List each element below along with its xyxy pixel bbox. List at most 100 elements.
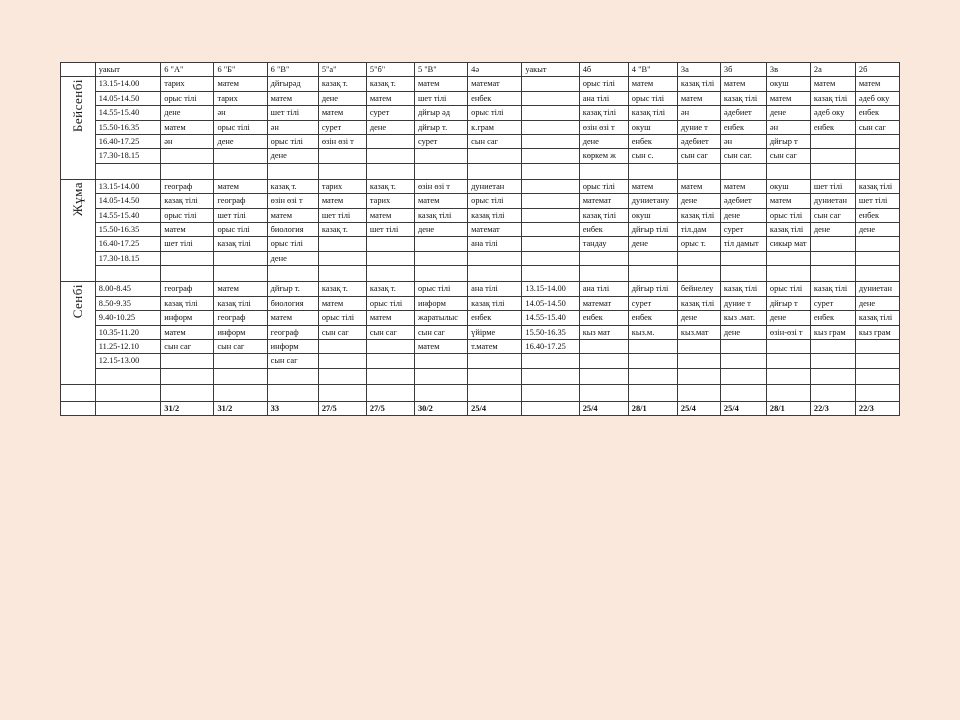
cell-left-6 xyxy=(467,148,523,164)
time-left: 17.30-18.15 xyxy=(94,250,162,267)
cell-left-5: дйғыр әд xyxy=(413,105,469,121)
gap-left-0 xyxy=(160,383,215,402)
cell-right-1: матем xyxy=(627,178,678,195)
cell-left-1: информ xyxy=(213,324,268,340)
cell-right-2: дене xyxy=(676,193,721,209)
cell-left-2: орыс тілі xyxy=(266,134,319,150)
cell-right-5: енбек xyxy=(809,119,856,136)
time-mid xyxy=(521,134,580,150)
time-left: 16.40-17.25 xyxy=(94,236,162,252)
table-totals-row: 31/2 31/2 33 27/5 27/5 30/2 25/4 25/4 28/1 25/4 25… xyxy=(60,400,901,417)
spacer-time-left xyxy=(94,265,162,283)
cell-right-4: дене xyxy=(765,105,811,121)
spacer-right-6 xyxy=(854,367,901,385)
cell-left-1: географ xyxy=(213,310,268,326)
cell-left-3: казақ т. xyxy=(317,281,367,297)
totals-right-6: 22/3 xyxy=(854,400,901,417)
header-class-right-4: 3в xyxy=(765,61,811,78)
totals-day xyxy=(60,400,96,417)
cell-right-5: әдеб оку xyxy=(809,105,856,121)
cell-right-3: сурет xyxy=(719,222,767,238)
spacer-right-4 xyxy=(765,367,811,385)
cell-left-1: дене xyxy=(213,134,268,150)
cell-right-5: казақ тілі xyxy=(809,281,856,297)
cell-left-0: тарих xyxy=(160,76,215,92)
cell-right-0: тандау xyxy=(578,236,629,252)
cell-left-6: математ xyxy=(467,222,523,238)
cell-right-0: енбек xyxy=(578,222,629,238)
cell-right-1: сурет xyxy=(627,295,678,312)
header-class-left-6: 4ә xyxy=(467,61,523,78)
header-class-left-4: 5"б" xyxy=(365,61,415,78)
cell-left-2: биология xyxy=(266,295,319,312)
cell-right-4 xyxy=(765,338,811,355)
gap-right-4 xyxy=(765,383,811,402)
schedule-sheet: уакыт 6 "А" 6 "Б" 6 "В" 5"а" 5"б" 5 "В" 4ә уакыт… xyxy=(60,61,901,417)
cell-right-6: шет тілі xyxy=(854,193,901,209)
gap-left-4 xyxy=(365,383,415,402)
gap-right-1 xyxy=(627,383,678,402)
header-class-right-3: 3б xyxy=(719,61,767,78)
cell-right-4: өзін-өзі т xyxy=(765,324,811,340)
cell-left-1: матем xyxy=(213,178,268,195)
cell-left-5: жаратылыс xyxy=(413,310,469,326)
cell-left-0: казақ тілі xyxy=(160,295,215,312)
totals-left-0: 31/2 xyxy=(160,400,215,417)
cell-left-2: казақ т. xyxy=(266,178,319,195)
spacer-left-5 xyxy=(413,367,469,385)
spacer-right-6 xyxy=(854,162,901,180)
cell-left-5 xyxy=(413,353,469,369)
cell-right-0: енбек xyxy=(578,310,629,326)
cell-left-0: казақ тілі xyxy=(160,193,215,209)
cell-left-4 xyxy=(365,353,415,369)
cell-left-4: сурет xyxy=(365,105,415,121)
header-time-left: уакыт xyxy=(94,61,162,78)
cell-left-4: сын саг xyxy=(365,324,415,340)
gap-right-6 xyxy=(854,383,901,402)
cell-right-2 xyxy=(676,353,721,369)
header-class-right-2: 3а xyxy=(676,61,721,78)
cell-left-5: матем xyxy=(413,76,469,92)
spacer-left-4 xyxy=(365,162,415,180)
cell-left-1 xyxy=(213,148,268,164)
cell-left-3: сурет xyxy=(317,119,367,136)
day-label-1: Жұма xyxy=(60,178,96,283)
cell-left-2: дйғырәд xyxy=(266,76,319,92)
gap-time-mid xyxy=(521,383,580,402)
header-class-right-6: 2б xyxy=(854,61,901,78)
gap-left-6 xyxy=(467,383,523,402)
cell-left-4 xyxy=(365,148,415,164)
totals-time-left xyxy=(94,400,162,417)
cell-left-1: шет тілі xyxy=(213,207,268,224)
cell-right-6: әдеб оку xyxy=(854,90,901,107)
header-class-left-5: 5 "В" xyxy=(413,61,469,78)
spacer-left-3 xyxy=(317,367,367,385)
spacer-right-2 xyxy=(676,162,721,180)
cell-left-3: өзін өзі т xyxy=(317,134,367,150)
cell-left-6: дуниетан xyxy=(467,178,523,195)
gap-right-5 xyxy=(809,383,856,402)
spacer-right-3 xyxy=(719,367,767,385)
table-row: 14.05-14.50 орыс тілі тарих матем дене матем ш… xyxy=(61,90,901,107)
cell-right-2 xyxy=(676,250,721,267)
table-row: Сенбі 8.00-8.45 географ матем дйғыр т. казақ … xyxy=(60,281,901,385)
gap-left-2 xyxy=(266,383,319,402)
cell-right-3: енбек xyxy=(719,119,767,136)
spacer-right-0 xyxy=(578,265,629,283)
cell-right-5: матем xyxy=(809,76,856,92)
spacer-right-5 xyxy=(809,367,856,385)
cell-left-4: матем xyxy=(365,90,415,107)
day-label-0: Бейсенбі xyxy=(60,76,96,180)
cell-left-5: матем xyxy=(413,338,469,355)
cell-right-4: дйғыр т xyxy=(765,295,811,312)
cell-left-4: казақ т. xyxy=(365,76,415,92)
cell-left-0 xyxy=(160,353,215,369)
cell-right-3: казақ тілі xyxy=(719,281,767,297)
cell-right-0: дене xyxy=(578,134,629,150)
cell-left-6: ана тілі xyxy=(467,236,523,252)
cell-right-6: сын саг xyxy=(854,119,901,136)
cell-left-3: матем xyxy=(317,105,367,121)
cell-right-5: казақ тілі xyxy=(809,90,856,107)
cell-right-2: казақ тілі xyxy=(676,295,721,312)
cell-left-2: информ xyxy=(266,338,319,355)
